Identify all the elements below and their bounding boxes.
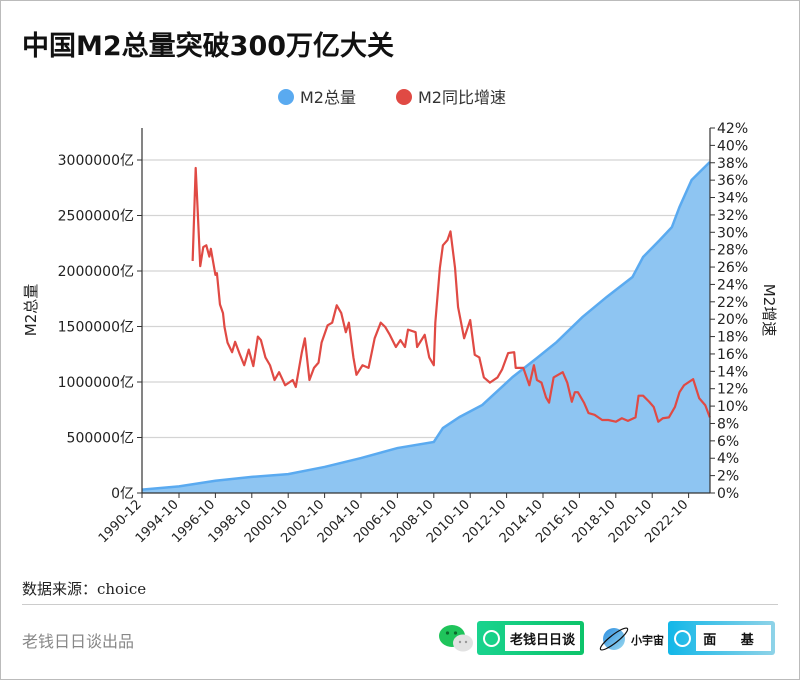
m2-total-line [141,161,711,491]
y-right-tick-label: 42% [717,121,748,137]
wechat-search-badge[interactable]: 老钱日日谈 [477,621,584,655]
xiaoyuzhou-account-name: 面 基 [696,625,771,651]
y-right-tick-label: 2% [717,469,739,485]
search-icon [668,621,696,655]
y-right-tick-label: 30% [717,225,748,241]
legend: M2总量 M2同比增速 [278,88,506,107]
y-left-tick-label: 500000亿 [67,431,134,447]
search-icon [477,621,505,655]
y-right-tick-label: 14% [717,364,748,380]
legend-item-m2-total[interactable]: M2总量 [278,88,356,107]
y-axis-left-label: M2总量 [22,284,40,337]
y-right-tick-label: 24% [717,277,748,293]
wechat-icon [439,625,473,652]
y-right-tick-label: 32% [717,208,748,224]
m2-chart: M2总量 M2同比增速 0亿 500000亿 1000000亿 1500000亿 200… [22,88,778,546]
divider [22,604,778,605]
y-right-tick-label: 36% [717,173,748,189]
legend-marker-m2-total [278,89,294,105]
y-right-tick-label: 0% [717,486,739,502]
legend-item-m2-growth[interactable]: M2同比增速 [396,88,506,107]
m2-total-series [141,161,711,494]
y-left-tick-label: 0亿 [111,486,134,502]
y-right-tick-label: 8% [717,416,739,432]
y-right-tick-label: 6% [717,434,739,450]
y-right-tick-label: 18% [717,330,748,346]
xiaoyuzhou-text: 小宇宙 [631,634,664,647]
y-left-tick-label: 2000000亿 [58,264,134,280]
y-right-tick-label: 40% [717,138,748,154]
y-right-tick-label: 38% [717,156,748,172]
m2-total-area [142,161,710,494]
y-right-tick-label: 10% [717,399,748,415]
y-right-tick-label: 20% [717,312,748,328]
page-title: 中国M2总量突破300万亿大关 [22,31,395,62]
planet-icon [599,627,629,651]
data-source: 数据来源：choice [22,580,147,598]
y-right-tick-label: 26% [717,260,748,276]
y-right-tick-label: 34% [717,191,748,207]
y-right-tick-label: 4% [717,451,739,467]
legend-marker-m2-growth [396,89,412,105]
y-left-tick-label: 3000000亿 [58,153,134,169]
m2-growth-series [191,166,711,423]
m2-growth-line [191,166,711,423]
y-axis-right-label: M2增速 [760,284,778,337]
y-right-tick-label: 28% [717,243,748,259]
wechat-account-name: 老钱日日谈 [505,625,580,651]
legend-label-m2-total: M2总量 [300,88,356,107]
brand-credit: 老钱日日谈出品 [22,632,135,651]
y-left-tick-label: 1500000亿 [58,320,134,336]
y-right-tick-label: 22% [717,295,748,311]
xiaoyuzhou-search-badge[interactable]: 面 基 [668,621,775,655]
y-right-tick-label: 12% [717,382,748,398]
y-right-tick-label: 16% [717,347,748,363]
y-left-tick-label: 2500000亿 [58,209,134,225]
legend-label-m2-growth: M2同比增速 [418,88,506,107]
y-left-tick-label: 1000000亿 [58,375,134,391]
